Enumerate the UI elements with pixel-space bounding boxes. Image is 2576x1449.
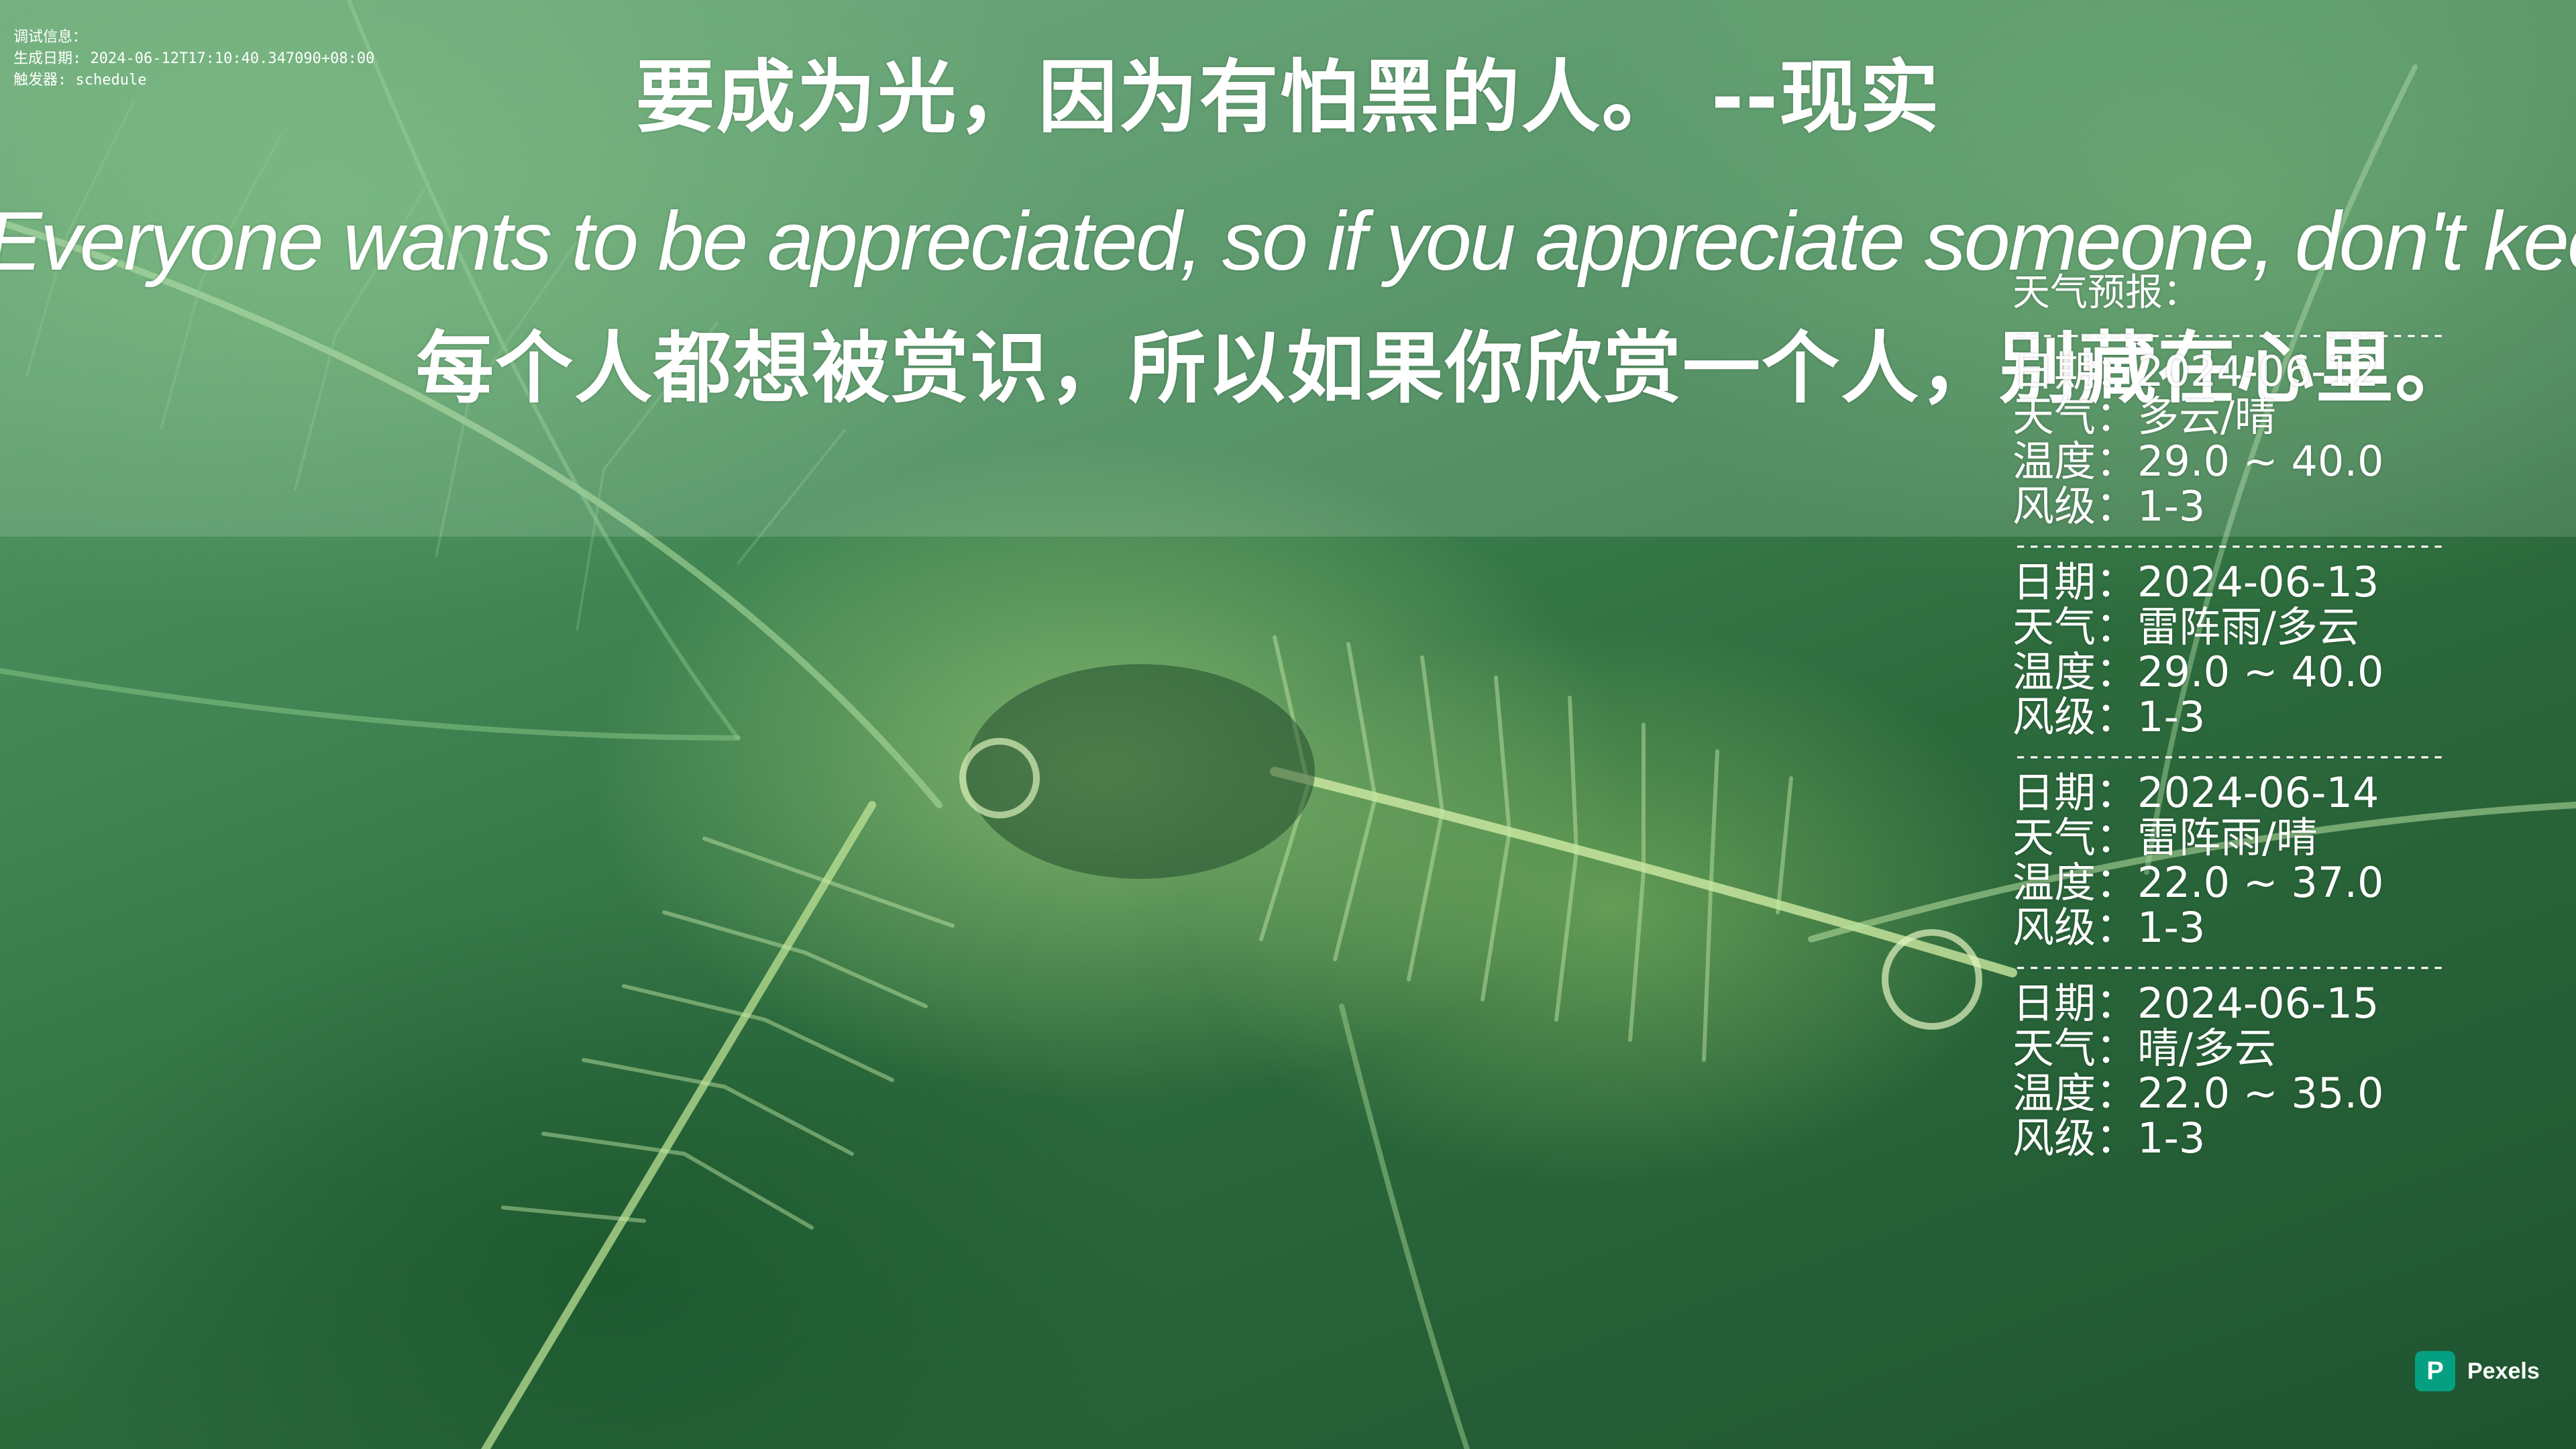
weather-temperature-line: 温度：22.0 ~ 35.0 <box>2012 1071 2442 1116</box>
weather-wind-line: 风级：1-3 <box>2012 694 2442 739</box>
weather-day: ----------------------------------------… <box>2012 746 2442 950</box>
debug-trigger: 触发器: schedule <box>13 72 147 89</box>
weather-date-line: 日期：2024-06-12 <box>2012 349 2442 394</box>
weather-condition-line: 天气：晴/多云 <box>2012 1026 2442 1071</box>
weather-value: 雷阵雨/多云 <box>2137 602 2359 651</box>
date-label: 日期： <box>2012 347 2138 396</box>
weather-wind-line: 风级：1-3 <box>2012 1116 2442 1161</box>
weather-label: 天气： <box>2012 602 2138 651</box>
weather-forecast-panel: 天气预报： ----------------------------------… <box>2012 268 2442 1161</box>
weather-temperature-line: 温度：29.0 ~ 40.0 <box>2012 439 2442 484</box>
weather-condition-line: 天气：雷阵雨/晴 <box>2012 815 2442 860</box>
temperature-label: 温度： <box>2012 647 2138 696</box>
temperature-value: 22.0 ~ 35.0 <box>2137 1069 2384 1118</box>
weather-wind-line: 风级：1-3 <box>2012 905 2442 950</box>
weather-temperature-line: 温度：22.0 ~ 37.0 <box>2012 860 2442 905</box>
date-label: 日期： <box>2012 979 2138 1028</box>
weather-divider: ---------------------------------------- <box>2012 746 2442 766</box>
weather-temperature-line: 温度：29.0 ~ 40.0 <box>2012 649 2442 694</box>
debug-generated-date: 生成日期: 2024-06-12T17:10:40.347090+08:00 <box>13 50 375 67</box>
weather-wind-line: 风级：1-3 <box>2012 484 2442 529</box>
quote-translation: 每个人都想被赏识，所以如果你欣赏一个人，别藏在心里。 <box>416 323 2474 414</box>
weather-date-line: 日期：2024-06-15 <box>2012 981 2442 1026</box>
weather-day: ----------------------------------------… <box>2012 957 2442 1161</box>
temperature-value: 29.0 ~ 40.0 <box>2137 647 2384 696</box>
wind-value: 1-3 <box>2137 903 2206 952</box>
weather-day: ----------------------------------------… <box>2012 535 2442 739</box>
weather-value: 晴/多云 <box>2137 1024 2276 1073</box>
weather-label: 天气： <box>2012 392 2138 441</box>
date-value: 2024-06-12 <box>2137 347 2379 396</box>
temperature-value: 22.0 ~ 37.0 <box>2137 858 2384 907</box>
date-value: 2024-06-14 <box>2137 768 2379 817</box>
weather-condition-line: 天气：多云/晴 <box>2012 394 2442 439</box>
wind-label: 风级： <box>2012 482 2138 531</box>
wind-value: 1-3 <box>2137 692 2206 741</box>
quote-overlay-band <box>0 0 2576 537</box>
weather-divider: ---------------------------------------- <box>2012 957 2442 977</box>
weather-condition-line: 天气：雷阵雨/多云 <box>2012 604 2442 649</box>
temperature-label: 温度： <box>2012 858 2138 907</box>
weather-divider: ---------------------------------------- <box>2012 535 2442 555</box>
wind-value: 1-3 <box>2137 482 2206 531</box>
date-label: 日期： <box>2012 768 2138 817</box>
weather-date-line: 日期：2024-06-13 <box>2012 559 2442 604</box>
date-value: 2024-06-13 <box>2137 557 2379 606</box>
date-label: 日期： <box>2012 557 2138 606</box>
date-value: 2024-06-15 <box>2137 979 2379 1028</box>
weather-value: 雷阵雨/晴 <box>2137 813 2318 862</box>
wind-value: 1-3 <box>2137 1114 2206 1163</box>
pexels-label: Pexels <box>2467 1358 2540 1384</box>
quote-english: Everyone wants to be appreciated, so if … <box>0 195 2576 288</box>
debug-info: 调试信息： 生成日期: 2024-06-12T17:10:40.347090+0… <box>13 27 374 91</box>
weather-title: 天气预报： <box>2012 271 2200 315</box>
wind-label: 风级： <box>2012 903 2138 952</box>
weather-date-line: 日期：2024-06-14 <box>2012 770 2442 815</box>
weather-label: 天气： <box>2012 813 2138 862</box>
wind-label: 风级： <box>2012 1114 2138 1163</box>
wind-label: 风级： <box>2012 692 2138 741</box>
pexels-logo-icon: P <box>2415 1351 2455 1391</box>
temperature-value: 29.0 ~ 40.0 <box>2137 437 2384 486</box>
pexels-attribution: P Pexels <box>2415 1350 2540 1393</box>
temperature-label: 温度： <box>2012 437 2138 486</box>
quote-chinese: 要成为光，因为有怕黑的人。 --现实 <box>635 51 1941 144</box>
temperature-label: 温度： <box>2012 1069 2138 1118</box>
weather-divider: ---------------------------------------- <box>2012 325 2442 345</box>
weather-day: ----------------------------------------… <box>2012 325 2442 529</box>
debug-heading: 调试信息： <box>13 29 88 46</box>
weather-label: 天气： <box>2012 1024 2138 1073</box>
weather-value: 多云/晴 <box>2137 392 2276 441</box>
